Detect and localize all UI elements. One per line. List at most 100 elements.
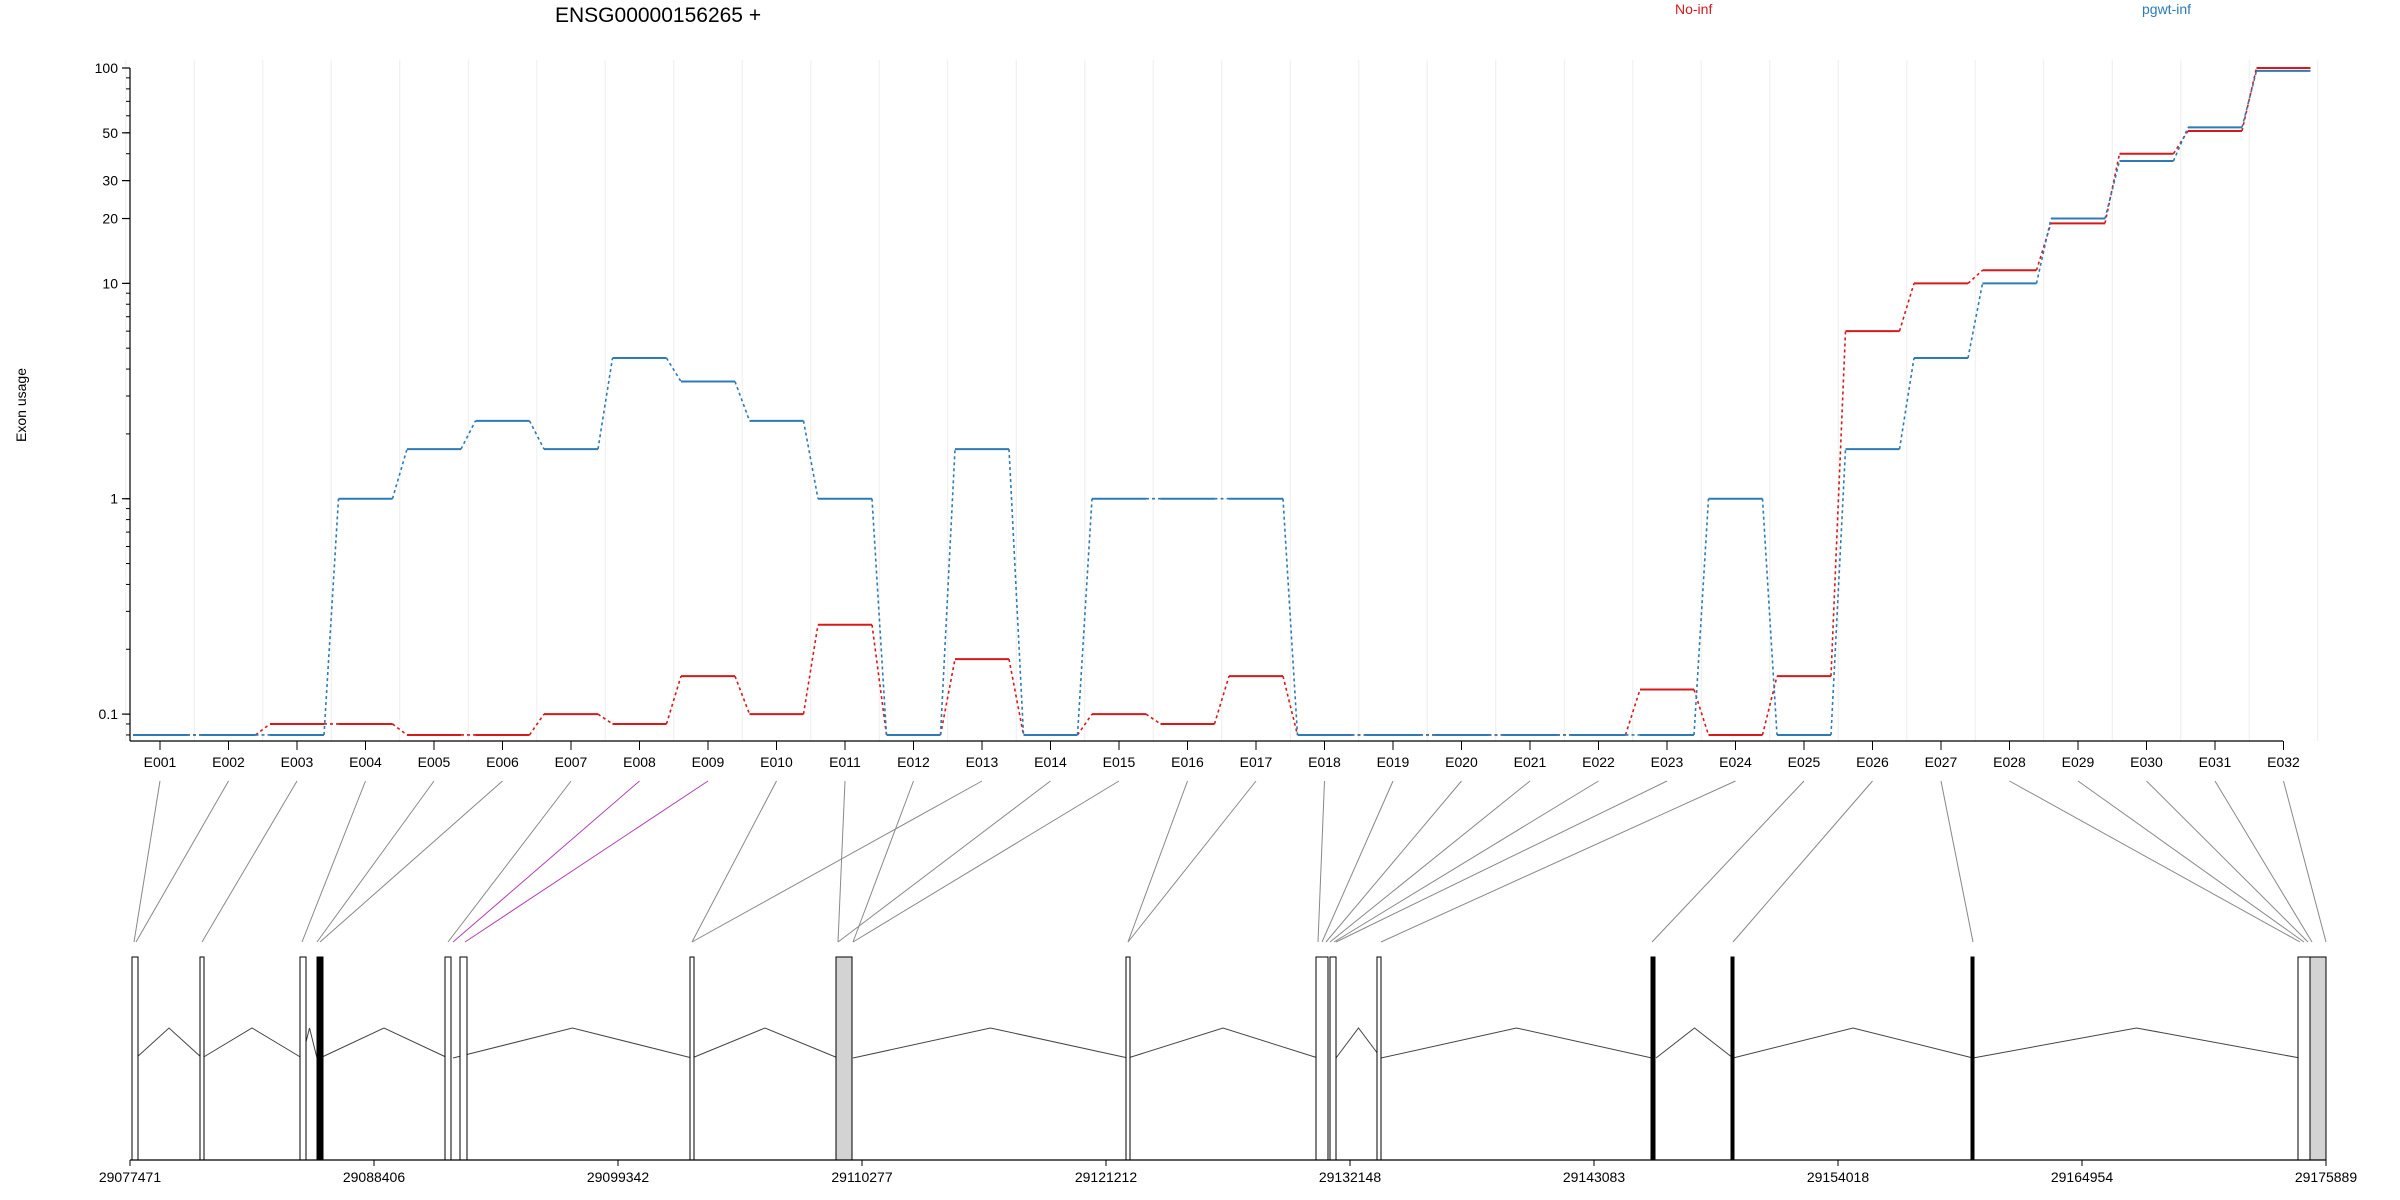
exon-label-e001: E001 [144,754,177,770]
exon-label-e031: E031 [2199,754,2232,770]
series-connector [528,420,545,450]
exon-label-e004: E004 [349,754,382,770]
genomic-coordinate-axis: 29077471 29088406 29099342 29110277 29121212… [99,1159,2358,1185]
exon-label-e025: E025 [1788,754,1821,770]
connector-e005 [316,780,435,943]
coord-label: 29143083 [1563,1169,1626,1185]
connector-e031 [2214,780,2313,943]
exon-block [1376,956,1382,1161]
exon-label-e019: E019 [1377,754,1410,770]
exon-label-e002: E002 [212,754,245,770]
series-connector [460,420,477,450]
exon-block [1650,956,1656,1161]
coord-label: 29175889 [2295,1169,2358,1185]
connector-e026 [1732,780,1873,943]
x-axis: E001 E002 E003 E004 E005 E006 E007 E008 E009 E010… [130,740,2300,770]
connector-e014 [837,780,1051,943]
intron [1380,1027,1653,1059]
series-connector [734,675,751,715]
connector-e018 [1317,780,1325,943]
connector-e029 [2077,780,2305,943]
exon-label-e003: E003 [281,754,314,770]
exon-label-e018: E018 [1308,754,1341,770]
exon-block [1970,956,1975,1161]
connector-e032 [2283,780,2327,943]
series-connector [1898,283,1915,332]
series-lines [133,67,2311,736]
series-connector [2104,160,2121,219]
exon-block [131,956,139,1161]
series-connector [2035,218,2052,284]
intron [691,1027,839,1059]
exon-block [689,956,695,1161]
series-pgwt-inf [133,69,2311,736]
exon-label-e027: E027 [1925,754,1958,770]
y-axis: 0.1 1 10 20 30 50 100 [95,60,131,741]
series-connector [734,381,751,422]
connector-e013 [691,780,983,943]
exon-label-e030: E030 [2130,754,2163,770]
legend-label-no-inf: No-inf [1675,1,1712,17]
connector-e016 [1127,780,1188,943]
gene-model [131,956,2327,1161]
intron [1127,1027,1319,1059]
exon-label-e029: E029 [2062,754,2095,770]
y-tick-label: 0.1 [99,706,119,722]
exon-label-e020: E020 [1445,754,1478,770]
exon-block [1329,956,1337,1161]
y-tick-label: 30 [102,173,118,189]
intron [135,1027,203,1059]
exon-label-e014: E014 [1034,754,1067,770]
series-connector [665,675,682,725]
exon-label-e012: E012 [897,754,930,770]
exon-label-e028: E028 [1993,754,2026,770]
coord-label: 29110277 [831,1169,892,1185]
y-tick-label: 20 [102,211,118,227]
series-connector [2172,127,2189,162]
connector-e022 [1333,780,1599,943]
coord-label: 29154018 [1807,1169,1870,1185]
coord-label: 29099342 [587,1169,650,1185]
intron [1732,1027,1974,1059]
coord-label: 29164954 [2051,1169,2114,1185]
exon-block [2309,956,2327,1161]
y-tick-label: 1 [110,491,118,507]
exon-block [1315,956,1329,1161]
exon-label-e009: E009 [692,754,725,770]
exon-block [1730,956,1735,1161]
series-connector [2241,70,2258,128]
exon-label-e015: E015 [1103,754,1136,770]
series-connector [1282,675,1299,736]
exon-label-e032: E032 [2267,754,2300,770]
exon-label-e022: E022 [1582,754,1615,770]
exon-block [2297,956,2311,1161]
series-connector [871,624,888,736]
exon-label-e006: E006 [486,754,519,770]
intron [319,1027,449,1059]
connector-e010 [691,780,777,943]
intron [452,1027,693,1059]
exon-block [316,956,324,1161]
exon-block [835,956,853,1161]
series-connector [1967,283,1984,359]
connector-e023 [1335,780,1668,943]
intron [201,1027,303,1059]
coord-label: 29077471 [99,1169,162,1185]
connector-e017 [1127,780,1257,943]
exon-label-e023: E023 [1651,754,1684,770]
exon-block [199,956,205,1161]
connector-e007 [447,780,572,943]
y-tick-label: 10 [102,275,118,291]
exon-label-e026: E026 [1856,754,1889,770]
connector-e021 [1329,780,1531,943]
exon-label-e016: E016 [1171,754,1204,770]
intron [852,1027,1129,1059]
connector-e027 [1940,780,1974,943]
connector-e025 [1651,780,1805,943]
connector-e020 [1325,780,1462,943]
series-connector [528,713,545,736]
exon-label-e007: E007 [555,754,588,770]
exon-label-e013: E013 [966,754,999,770]
gridlines [125,60,2319,741]
